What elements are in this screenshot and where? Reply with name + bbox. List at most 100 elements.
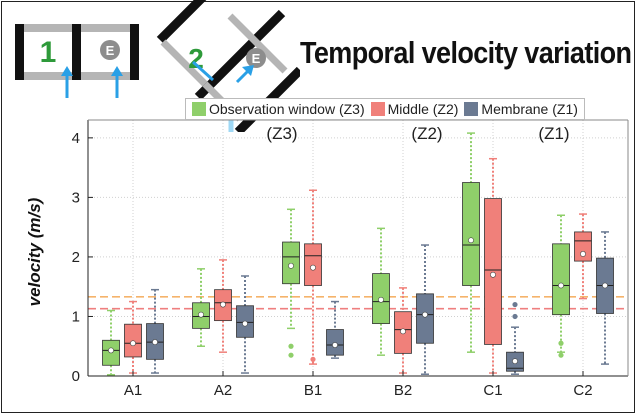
series-1 [102, 132, 570, 376]
box-C2 [596, 231, 614, 365]
box-A2 [192, 268, 210, 347]
series-2 [124, 157, 592, 374]
schematic-panel-1: 1 E [15, 24, 139, 98]
x-tick-label: A2 [214, 382, 232, 399]
legend-item-z3: Observation window (Z3) [192, 101, 365, 117]
mean-marker [332, 342, 338, 348]
legend-swatch [370, 102, 385, 116]
electrode-circle [100, 40, 120, 60]
y-tick-label: 0 [72, 368, 80, 385]
box-B1 [304, 189, 322, 365]
gray-bar-top [24, 24, 72, 32]
box-A2 [236, 275, 254, 374]
box-C2 [552, 214, 570, 358]
chart-legend: Observation window (Z3) Middle (Z2) Memb… [185, 98, 585, 120]
zone-label-z2: (Z2) [411, 124, 442, 143]
box-B1 [282, 208, 300, 358]
mean-marker [288, 262, 294, 269]
x-tick-label: A1 [124, 382, 142, 399]
mean-marker [490, 271, 496, 278]
arrow-diagonal-icon [191, 60, 215, 82]
y-tick-label: 2 [72, 249, 80, 266]
legend-label: Membrane (Z1) [481, 101, 578, 117]
box-body [462, 182, 480, 286]
mean-marker [580, 251, 586, 257]
box-B2 [372, 227, 390, 356]
legend-label: Middle (Z2) [387, 101, 459, 117]
mean-marker [468, 237, 474, 244]
panel-number-1: 1 [40, 36, 57, 69]
box-A1 [146, 288, 164, 374]
y-axis-label: velocity (m/s) [25, 197, 44, 306]
wall-middle [72, 24, 81, 80]
mean-marker [602, 282, 608, 289]
x-tick-label: C2 [573, 382, 592, 399]
box-series [102, 132, 614, 376]
box-body [552, 243, 570, 316]
y-tick-label: 3 [72, 189, 80, 206]
box-A2 [214, 259, 232, 353]
mean-marker [152, 339, 158, 345]
y-tick-label: 4 [72, 130, 80, 147]
outlier-point [288, 352, 294, 358]
gray-bar-top [81, 24, 130, 32]
box-B1 [326, 300, 344, 359]
box-C1 [484, 157, 502, 374]
box-body [484, 198, 502, 345]
gray-bar-bottom [24, 72, 72, 80]
outlier-point [512, 301, 518, 308]
outlier-point [288, 343, 294, 349]
outlier-point [310, 356, 316, 362]
wall-left [15, 24, 24, 80]
outlier-point [558, 340, 564, 346]
mean-marker [378, 296, 384, 303]
box-body [416, 293, 434, 344]
reference-lines [88, 296, 628, 310]
mean-marker [220, 301, 226, 308]
chart-title: Temporal velocity variation [300, 36, 632, 70]
mean-marker [422, 311, 428, 318]
mean-marker [108, 347, 114, 354]
box-B2 [394, 287, 412, 374]
y-tick-label: 1 [72, 308, 80, 325]
box-body [282, 241, 300, 285]
box-A1 [124, 300, 142, 374]
box-B2 [416, 244, 434, 375]
mean-marker [400, 328, 406, 335]
box-C2 [574, 213, 592, 300]
x-tick-label: B1 [304, 382, 322, 399]
electrode-label: E [252, 51, 261, 66]
arrow-up-icon [111, 66, 123, 98]
x-tick-label: B2 [394, 382, 412, 399]
mean-marker [512, 358, 518, 365]
mean-marker [310, 264, 316, 271]
box-body [304, 243, 322, 286]
electrode-circle [246, 48, 266, 68]
arrow-up-icon [61, 66, 73, 98]
zone-label-z1: (Z1) [538, 124, 569, 143]
mean-marker [558, 282, 564, 289]
outlier-point [558, 352, 564, 358]
legend-item-z2: Middle (Z2) [370, 101, 459, 117]
arrow-diagonal-icon [235, 65, 254, 84]
gray-bar-bottom [81, 72, 130, 80]
zone-label-z3: (Z3) [266, 124, 297, 143]
outlier-point [512, 313, 518, 320]
grid-lines [88, 120, 628, 377]
mean-marker [242, 320, 248, 327]
legend-item-z1: Membrane (Z1) [464, 101, 578, 117]
electrode-label: E [106, 43, 115, 58]
box-C1 [462, 132, 480, 353]
box-C1 [506, 301, 524, 375]
x-tick-label: C1 [483, 382, 502, 399]
mean-marker [130, 340, 136, 347]
axes: 0 1 2 3 4 A1 A2 B1 B2 C1 C2 [72, 119, 629, 399]
legend-swatch [464, 102, 479, 116]
box-body [574, 231, 592, 262]
wall-right [130, 24, 139, 80]
legend-swatch [192, 102, 206, 116]
mean-marker [198, 311, 204, 318]
series-3 [146, 231, 614, 375]
